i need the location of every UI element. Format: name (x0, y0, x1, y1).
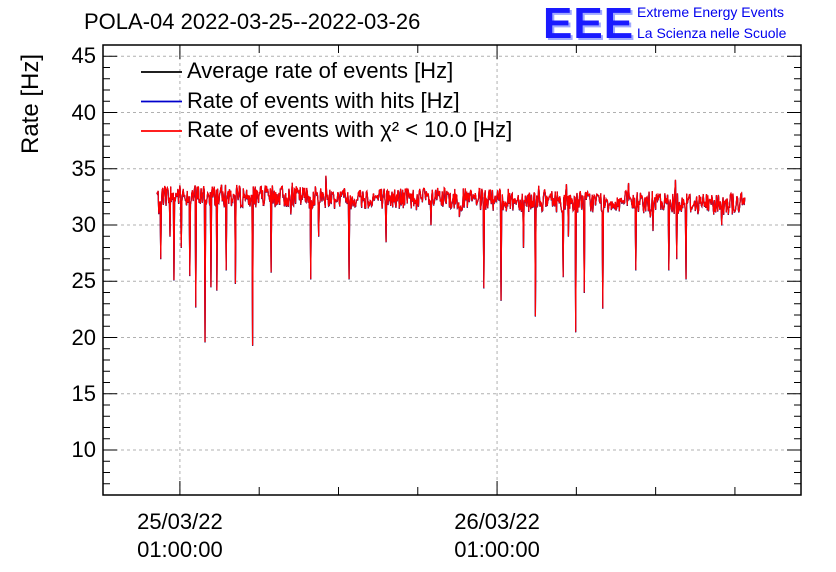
y-tick-label: 15 (71, 380, 96, 406)
series-line-chi2 (156, 175, 746, 346)
y-tick-label: 30 (71, 212, 96, 237)
chart-title: POLA-04 2022-03-25--2022-03-26 (84, 9, 421, 34)
chart-grid (103, 45, 801, 495)
y-tick-label: 45 (71, 43, 96, 69)
y-tick-label: 35 (71, 155, 96, 181)
x-tick-label: 26/03/22 01:00:00 (454, 509, 540, 562)
legend-lines (141, 71, 182, 132)
legend-entry-average: Average rate of events [Hz] (187, 58, 454, 83)
y-tick-label: 10 (71, 437, 96, 462)
x-tick-label: 25/03/22 01:00:00 (137, 509, 223, 562)
y-tick-label: 25 (71, 268, 96, 294)
y-tick-label: 40 (71, 99, 96, 125)
y-tick-label: 20 (71, 324, 96, 350)
legend-entry-chi2: Rate of events with χ² < 10.0 [Hz] (187, 117, 513, 142)
logo-line-2: La Scienza nelle Scuole (637, 25, 787, 41)
chart-series (156, 175, 746, 346)
logo-line-1: Extreme Energy Events (637, 4, 785, 20)
legend-entry-hits: Rate of events with hits [Hz] (187, 87, 460, 113)
axis-ticks (103, 44, 801, 496)
eee-logo: EEE (543, 0, 635, 48)
